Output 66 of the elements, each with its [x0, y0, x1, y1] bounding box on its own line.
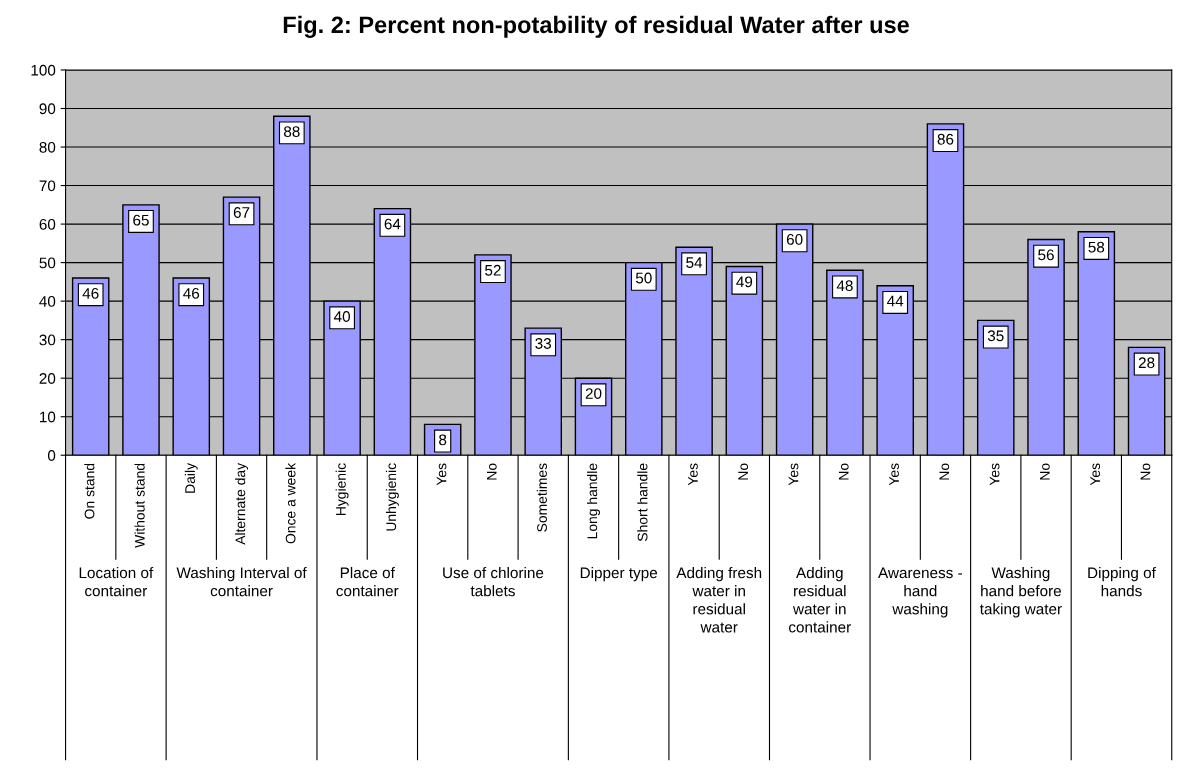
data-label: 54	[686, 257, 703, 268]
y-tick-label: 0	[47, 450, 56, 461]
x-tick-label: Daily	[184, 462, 198, 493]
text: Washing hand before taking water	[979, 566, 1062, 618]
x-tick-label: On stand	[84, 463, 95, 519]
data-label: 52	[485, 264, 501, 276]
x-tick-label: Short handle	[637, 463, 648, 542]
data-label: 46	[82, 287, 99, 299]
x-tick-label: Sometimes	[536, 463, 547, 532]
y-tick-label: 40	[39, 296, 56, 307]
text: Washing Interval of container	[176, 566, 307, 597]
data-label: 49	[736, 276, 753, 288]
data-label: 46	[183, 287, 200, 299]
x-tick-label: Yes	[688, 463, 698, 486]
x-tick-label: Hygienic	[335, 463, 349, 516]
y-tick-label: 10	[40, 411, 56, 423]
data-label: 60	[786, 234, 803, 245]
x-tick-label: Yes	[1090, 463, 1101, 486]
text: Use of chlorine tablets	[443, 566, 544, 597]
data-label: 40	[333, 311, 350, 322]
x-tick-label: Long handle	[587, 463, 600, 539]
data-label: 64	[384, 218, 401, 230]
x-tick-label: No	[1040, 463, 1050, 480]
text: Awareness - hand washing	[878, 567, 962, 618]
x-tick-label: Unhygienic	[385, 463, 399, 531]
data-label: 56	[1038, 249, 1054, 261]
x-tick-label: Yes	[889, 463, 899, 486]
x-tick-label: No	[1140, 463, 1151, 480]
data-label: 86	[937, 133, 954, 145]
text: Location of container	[79, 566, 154, 597]
text: Dipping of hands	[1088, 566, 1156, 597]
x-tick-label: Yes	[989, 463, 1000, 486]
x-tick-label: Without stand	[134, 463, 145, 548]
data-label: 48	[836, 280, 853, 292]
y-tick-label: 30	[39, 334, 56, 346]
text: Adding residual water in container	[789, 566, 851, 633]
text: Adding fresh water in residual water	[676, 566, 762, 633]
y-tick-label: 90	[39, 103, 56, 115]
text: Dipper type	[580, 566, 658, 582]
x-tick-label: Yes	[436, 463, 447, 486]
data-label: 58	[1088, 241, 1105, 253]
data-label: 35	[987, 330, 1004, 342]
text: Place of container	[336, 566, 399, 597]
x-tick-label: Once a week	[285, 462, 296, 544]
data-label: 50	[635, 272, 652, 284]
x-tick-label: No	[838, 463, 849, 480]
chart-title: Fig. 2: Percent non-potability of residual Water after use	[283, 15, 909, 38]
data-label: 20	[585, 388, 602, 399]
x-tick-label: Yes	[788, 463, 799, 486]
y-tick-label: 80	[39, 141, 56, 153]
data-label: 44	[887, 295, 904, 307]
data-label: 67	[233, 207, 250, 218]
y-tick-label: 50	[39, 257, 56, 269]
x-tick-label: Alternate day	[235, 462, 249, 545]
x-tick-label: No	[738, 463, 749, 480]
data-label: 8	[439, 434, 447, 446]
x-tick-label: No	[486, 463, 497, 480]
y-tick-label: 100	[31, 64, 56, 76]
y-tick-label: 60	[39, 218, 56, 230]
y-tick-label: 70	[39, 180, 56, 192]
y-tick-label: 20	[39, 373, 56, 384]
data-label: 88	[283, 126, 300, 137]
x-tick-label: No	[939, 463, 950, 480]
data-label: 65	[133, 214, 149, 226]
data-label: 33	[535, 338, 552, 349]
data-label: 28	[1138, 357, 1155, 369]
